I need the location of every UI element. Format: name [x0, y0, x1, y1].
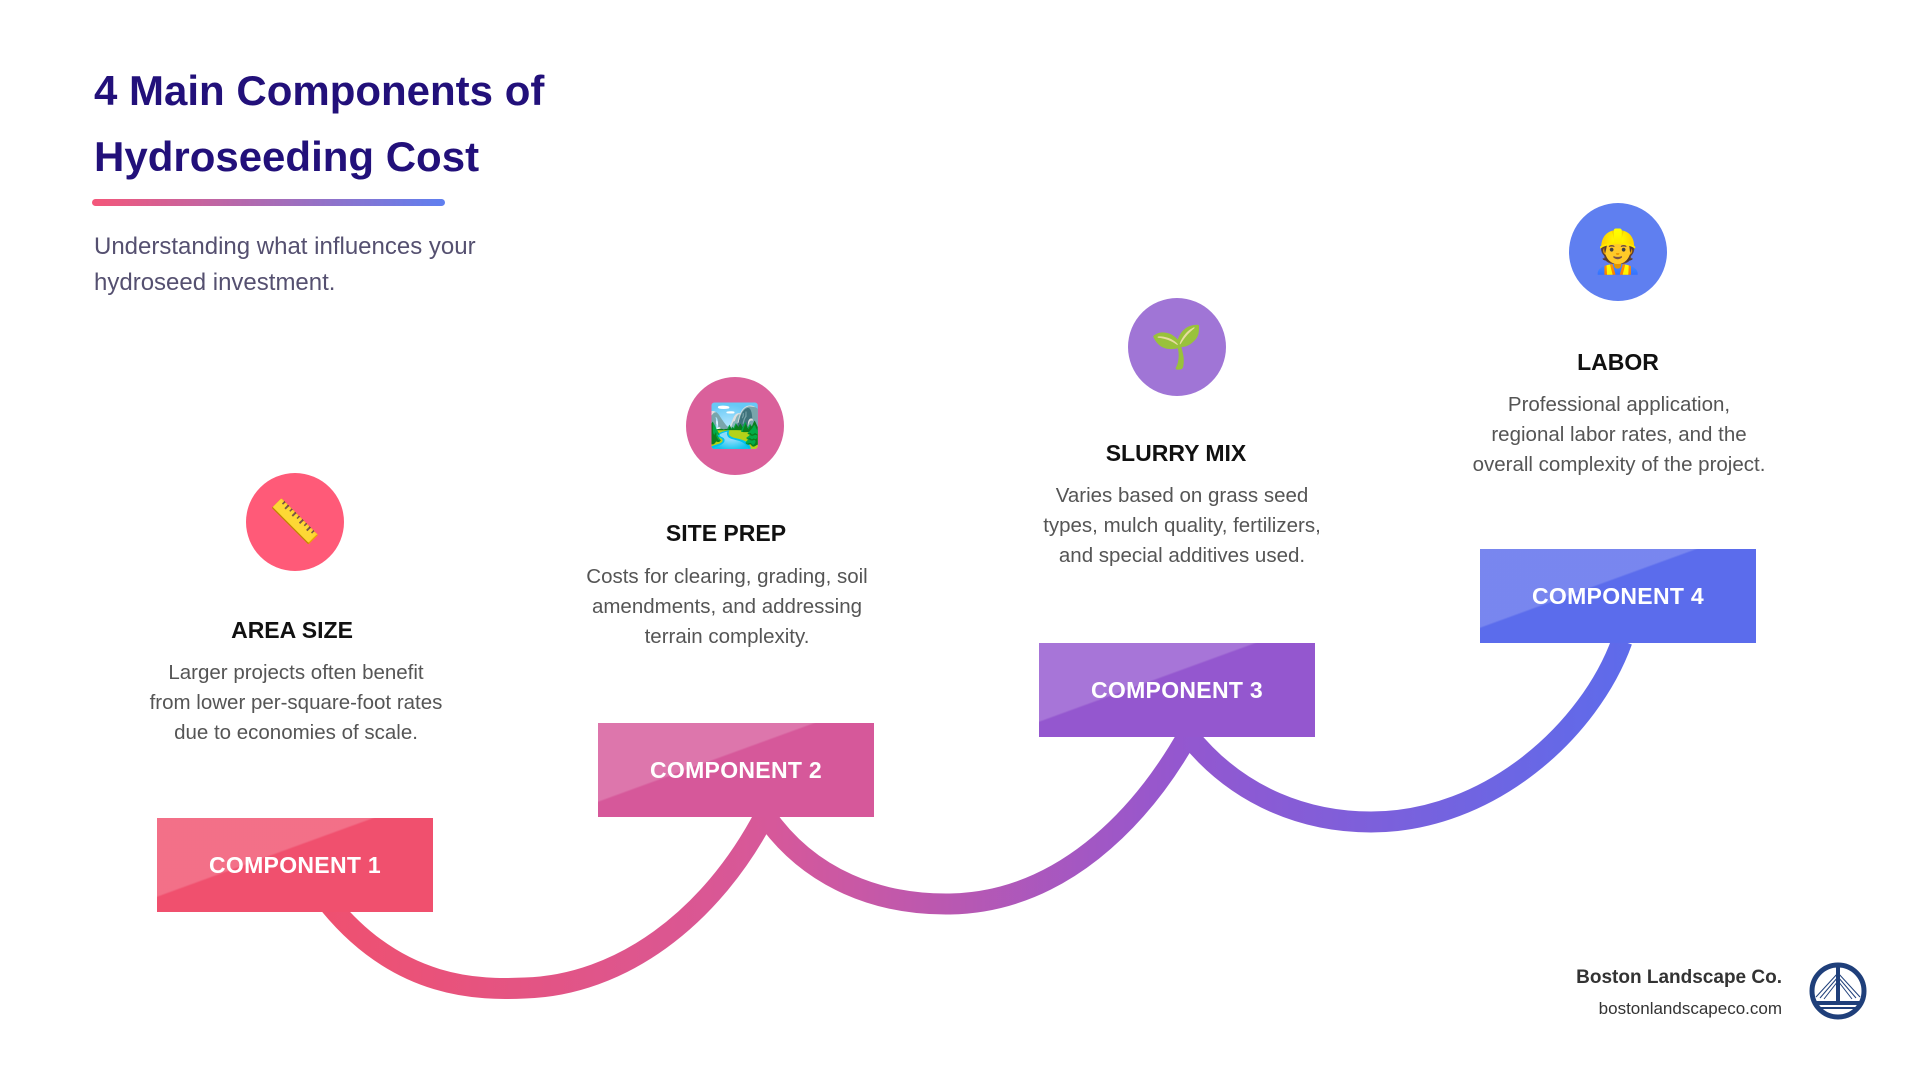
page-subtitle: Understanding what influences your hydro… [94, 233, 476, 296]
component-3-description: Varies based on grass seed types, mulch … [1043, 484, 1321, 567]
connector-curve-3-4 [1179, 637, 1632, 833]
component-2-description: Costs for clearing, grading, soil amendm… [586, 565, 868, 648]
component-4-heading: LABOR [1577, 349, 1659, 375]
bridge-logo-icon [1809, 962, 1867, 1020]
construction-worker-icon: 👷 [1569, 203, 1667, 301]
component-1-box: COMPONENT 1 [157, 818, 433, 912]
seedling-icon: 🌱 [1128, 298, 1226, 396]
component-4-box: COMPONENT 4 [1480, 549, 1756, 643]
company-url: bostonlandscapeco.com [1598, 999, 1782, 1018]
page-title: 4 Main Components of Hydroseeding Cost [94, 67, 545, 180]
ruler-icon: 📏 [246, 473, 344, 571]
landscape-picture-icon: 🏞️ [686, 377, 784, 475]
connector-curve-2-3 [756, 729, 1198, 915]
company-name: Boston Landscape Co. [1576, 967, 1782, 988]
component-2-box: COMPONENT 2 [598, 723, 874, 817]
component-3-heading: SLURRY MIX [1105, 440, 1247, 466]
component-1-description: Larger projects often benefit from lower… [149, 661, 443, 744]
component-4-description: Professional application, regional labor… [1472, 393, 1766, 476]
title-underline [92, 199, 445, 206]
component-3-box: COMPONENT 3 [1039, 643, 1315, 737]
connector-curve-1-2 [321, 810, 775, 999]
component-1-heading: AREA SIZE [231, 617, 353, 643]
brand-block: Boston Landscape Co. bostonlandscapeco.c… [1576, 964, 1782, 1026]
component-2-heading: SITE PREP [665, 520, 787, 546]
